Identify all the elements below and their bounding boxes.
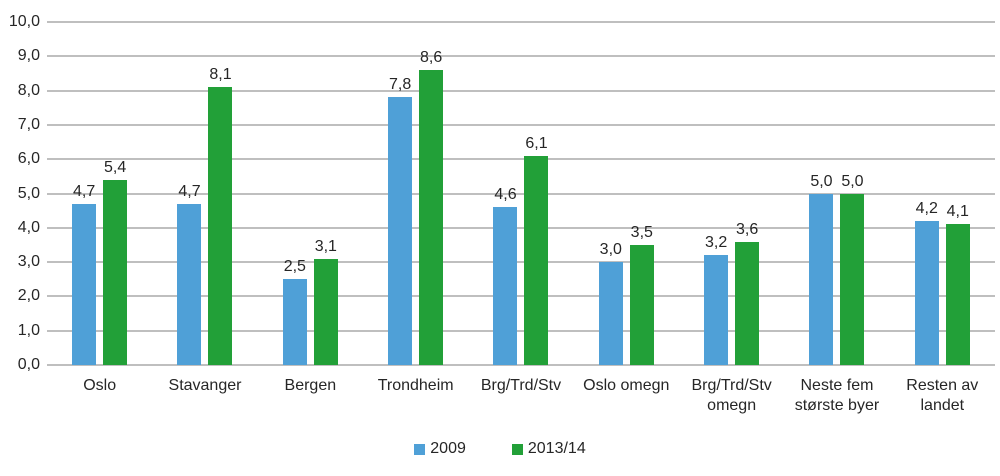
bar-2009-stavanger: 4,7 [177,183,202,365]
y-tick-label-10,0: 10,0 [8,13,40,30]
bar-2013-14-brg-trd-stv-omegn: 3,6 [735,221,760,365]
bar-group-neste-fem-st-rste-byer: 5,0 5,0 [784,22,889,365]
bar-2013-14-resten-av-landet: 4,1 [945,203,970,365]
bar-value-label-2009-brg-trd-stv-omegn: 3,2 [705,234,728,252]
bar-value-label-2009-trondheim: 7,8 [389,76,412,94]
bar-value-label-2013-14-oslo-omegn: 3,5 [630,223,653,241]
legend-label-2009: 2009 [430,440,466,457]
y-tick-label-5,0: 5,0 [17,184,40,202]
y-axis: 0,0 1,0 2,0 3,0 4,0 5,0 6,0 7,0 8,0 9,0 10,0 [0,0,40,476]
bar-value-label-2009-oslo-omegn: 3,0 [599,241,622,259]
y-tick-label-9,0: 9,0 [17,47,40,65]
gridline-8,0 [47,89,995,92]
x-label-trondheim: Trondheim [377,377,454,394]
x-label-oslo-omegn: Oslo omegn [583,377,670,394]
legend-swatch-2009 [414,443,426,455]
bar-value-label-2013-14-resten-av-landet: 4,1 [946,203,969,221]
bar-2009-brg-trd-stv-omegn: 3,2 [704,234,729,365]
legend: 2009 2013/14 [0,440,1000,458]
x-label-neste-fem-st-rste-byer: Neste fem største byer [794,377,880,414]
y-tick-label-3,0: 3,0 [17,253,40,271]
gridline-1,0 [47,329,995,332]
bar-value-label-2013-14-bergen: 3,1 [314,237,337,255]
gridline-6,0 [47,158,995,161]
bar-group-oslo: 4,7 5,4 [47,22,152,365]
bar-group-bergen: 2,5 3,1 [258,22,363,365]
gridline-10,0 [47,21,995,23]
y-tick-label-0,0: 0,0 [17,356,40,373]
y-tick-label-2,0: 2,0 [17,287,40,305]
bar-2009-trondheim: 7,8 [388,76,413,365]
bar-value-label-2013-14-brg-trd-stv-omegn: 3,6 [736,220,759,238]
bar-value-label-2013-14-brg-trd-stv: 6,1 [525,134,548,152]
y-tick-label-4,0: 4,0 [17,218,40,236]
bar-2009-oslo: 4,7 [72,183,97,365]
bar-2009-resten-av-landet: 4,2 [914,200,939,365]
y-tick-label-1,0: 1,0 [17,321,40,339]
bar-value-label-2009-oslo: 4,7 [73,182,96,200]
x-label-stavanger: Stavanger [168,377,242,394]
bar-2009-bergen: 2,5 [282,258,307,365]
bar-group-resten-av-landet: 4,2 4,1 [890,22,995,365]
legend-item-2009: 2009 [414,440,466,458]
bar-value-label-2009-resten-av-landet: 4,2 [915,199,938,217]
bar-group-oslo-omegn: 3,0 3,5 [574,22,679,365]
bar-2013-14-brg-trd-stv: 6,1 [524,135,549,365]
x-label-brg-trd-stv-omegn: Brg/Trd/Stv omegn [691,377,772,414]
bar-group-brg-trd-stv: 4,6 6,1 [468,22,573,365]
gridline-4,0 [47,226,995,229]
bar-value-label-2009-neste-fem-st-rste-byer: 5,0 [810,172,833,190]
bar-2013-14-neste-fem-st-rste-byer: 5,0 [840,173,865,365]
legend-label-2013-14: 2013/14 [527,440,586,457]
x-axis-labels: Oslo Stavanger Bergen Trondheim Brg/Trd/Stv O… [47,376,995,416]
gridline-5,0 [47,192,995,195]
bar-2013-14-bergen: 3,1 [313,238,338,365]
gridline-2,0 [47,295,995,298]
bar-2013-14-oslo: 5,4 [103,159,128,365]
bar-2013-14-stavanger: 8,1 [208,66,233,365]
y-tick-label-6,0: 6,0 [17,150,40,168]
bar-value-label-2009-bergen: 2,5 [283,258,306,276]
bar-value-label-2013-14-neste-fem-st-rste-byer: 5,0 [841,172,864,190]
gridline-3,0 [47,261,995,264]
bar-value-label-2013-14-oslo: 5,4 [104,158,127,176]
bar-2013-14-oslo-omegn: 3,5 [629,224,654,365]
x-label-oslo: Oslo [83,377,117,394]
bar-groups: 4,7 5,4 4,7 8,1 2,5 3,1 7,8 8,6 4,6 6,1 3,0 3,5 3,2 3… [47,22,995,365]
x-label-brg-trd-stv: Brg/Trd/Stv [480,377,562,394]
x-label-bergen: Bergen [284,377,337,394]
bar-2009-neste-fem-st-rste-byer: 5,0 [809,173,834,365]
legend-swatch-2013-14 [511,443,523,455]
plot-area: 4,7 5,4 4,7 8,1 2,5 3,1 7,8 8,6 4,6 6,1 3,0 3,5 3,2 3… [47,21,995,366]
bar-group-stavanger: 4,7 8,1 [152,22,257,365]
y-tick-label-7,0: 7,0 [17,115,40,133]
x-label-resten-av-landet: Resten av landet [906,377,979,414]
legend-item-2013-14: 2013/14 [511,440,586,458]
bar-2013-14-trondheim: 8,6 [419,49,444,365]
gridline-0,0 [47,364,995,366]
bar-group-brg-trd-stv-omegn: 3,2 3,6 [679,22,784,365]
gridline-7,0 [47,123,995,126]
bar-2009-brg-trd-stv: 4,6 [493,186,518,365]
bar-value-label-2009-stavanger: 4,7 [178,182,201,200]
y-tick-label-8,0: 8,0 [17,81,40,99]
bar-value-label-2013-14-trondheim: 8,6 [420,49,443,67]
bar-value-label-2013-14-stavanger: 8,1 [209,66,232,84]
bar-2009-oslo-omegn: 3,0 [598,241,623,365]
bar-group-trondheim: 7,8 8,6 [363,22,468,365]
gridline-9,0 [47,55,995,58]
bar-value-label-2009-brg-trd-stv: 4,6 [494,186,517,204]
